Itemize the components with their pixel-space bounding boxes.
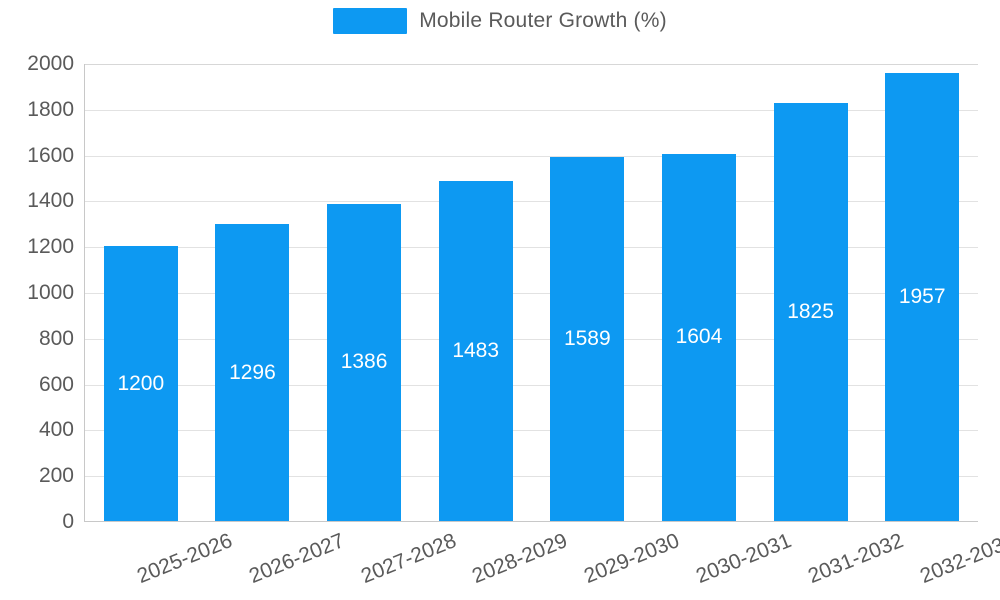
bar-group: 1200 1296 1386 1483 1589: [85, 64, 978, 521]
bar-value-2026-2027: 1296: [229, 360, 276, 384]
y-tick-5: 1000: [27, 281, 74, 304]
bar-slot-2030-2031: 1604: [643, 64, 755, 521]
y-tick-3: 600: [38, 373, 74, 396]
x-tick-2029-2030: 2029-2030: [580, 529, 683, 588]
gridline-1200: [85, 247, 978, 249]
y-tick-7: 1400: [27, 189, 74, 212]
gridline-400: [85, 430, 978, 432]
bar-slot-2027-2028: 1386: [308, 64, 420, 521]
bar-slot-2029-2030: 1589: [532, 64, 644, 521]
gridline-1600: [85, 155, 978, 157]
bar-value-2027-2028: 1386: [340, 350, 388, 374]
x-axis-tick-labels: 2025-2026 2026-2027 2027-2028 2028-2029 …: [84, 523, 1000, 593]
y-tick-0: 0: [62, 510, 74, 533]
x-tick-2032-2033: 2032-2033: [916, 529, 1000, 588]
gridline-200: [85, 476, 978, 478]
bar-slot-2028-2029: 1483: [420, 64, 532, 521]
legend-swatch-mobile-router-growth: [333, 8, 408, 34]
bar-value-2029-2030: 1589: [563, 327, 611, 351]
legend-label-mobile-router-growth: Mobile Router Growth (%): [419, 9, 667, 32]
x-tick-2030-2031: 2030-2031: [692, 529, 795, 588]
x-tick-2027-2028: 2027-2028: [357, 529, 460, 588]
bar-2028-2029[interactable]: 1483: [438, 181, 513, 521]
bar-value-2030-2031: 1604: [675, 325, 723, 349]
bar-value-2031-2032: 1825: [787, 300, 834, 324]
bar-slot-2031-2032: 1825: [755, 64, 867, 521]
gridline-1000: [85, 293, 978, 294]
x-tick-2026-2027: 2026-2027: [245, 529, 348, 588]
chart-legend: Mobile Router Growth (%): [0, 8, 1000, 34]
bar-value-2032-2033: 1957: [898, 284, 946, 308]
bar-2032-2033[interactable]: 1957: [885, 72, 960, 521]
bar-2029-2030[interactable]: 1589: [550, 157, 625, 521]
bar-2025-2026[interactable]: 1200: [103, 246, 178, 521]
y-tick-10: 2000: [27, 52, 74, 75]
bar-value-2028-2029: 1483: [452, 339, 500, 363]
bar-slot-2025-2026: 1200: [85, 64, 197, 521]
gridline-2000: [85, 64, 978, 65]
x-tick-2025-2026: 2025-2026: [133, 529, 236, 588]
plot-area: 1200 1296 1386 1483 1589: [84, 64, 978, 522]
y-tick-8: 1600: [27, 144, 74, 167]
gridline-1400: [85, 201, 978, 203]
x-tick-2031-2032: 2031-2032: [804, 529, 907, 588]
bar-2027-2028[interactable]: 1386: [327, 203, 402, 521]
y-tick-2: 400: [38, 418, 74, 441]
x-tick-2028-2029: 2028-2029: [468, 529, 571, 588]
y-tick-1: 200: [38, 464, 74, 487]
bar-2031-2032[interactable]: 1825: [773, 103, 848, 521]
bar-2030-2031[interactable]: 1604: [661, 153, 736, 521]
bar-value-2025-2026: 1200: [117, 371, 165, 395]
y-tick-9: 1800: [27, 98, 74, 121]
bar-slot-2032-2033: 1957: [866, 64, 978, 521]
bar-slot-2026-2027: 1296: [197, 64, 309, 521]
gridline-600: [85, 384, 978, 386]
gridline-1800: [85, 109, 978, 111]
gridline-800: [85, 338, 978, 340]
y-tick-6: 1200: [27, 235, 74, 258]
y-tick-4: 800: [38, 327, 74, 350]
bar-2026-2027[interactable]: 1296: [215, 224, 290, 521]
